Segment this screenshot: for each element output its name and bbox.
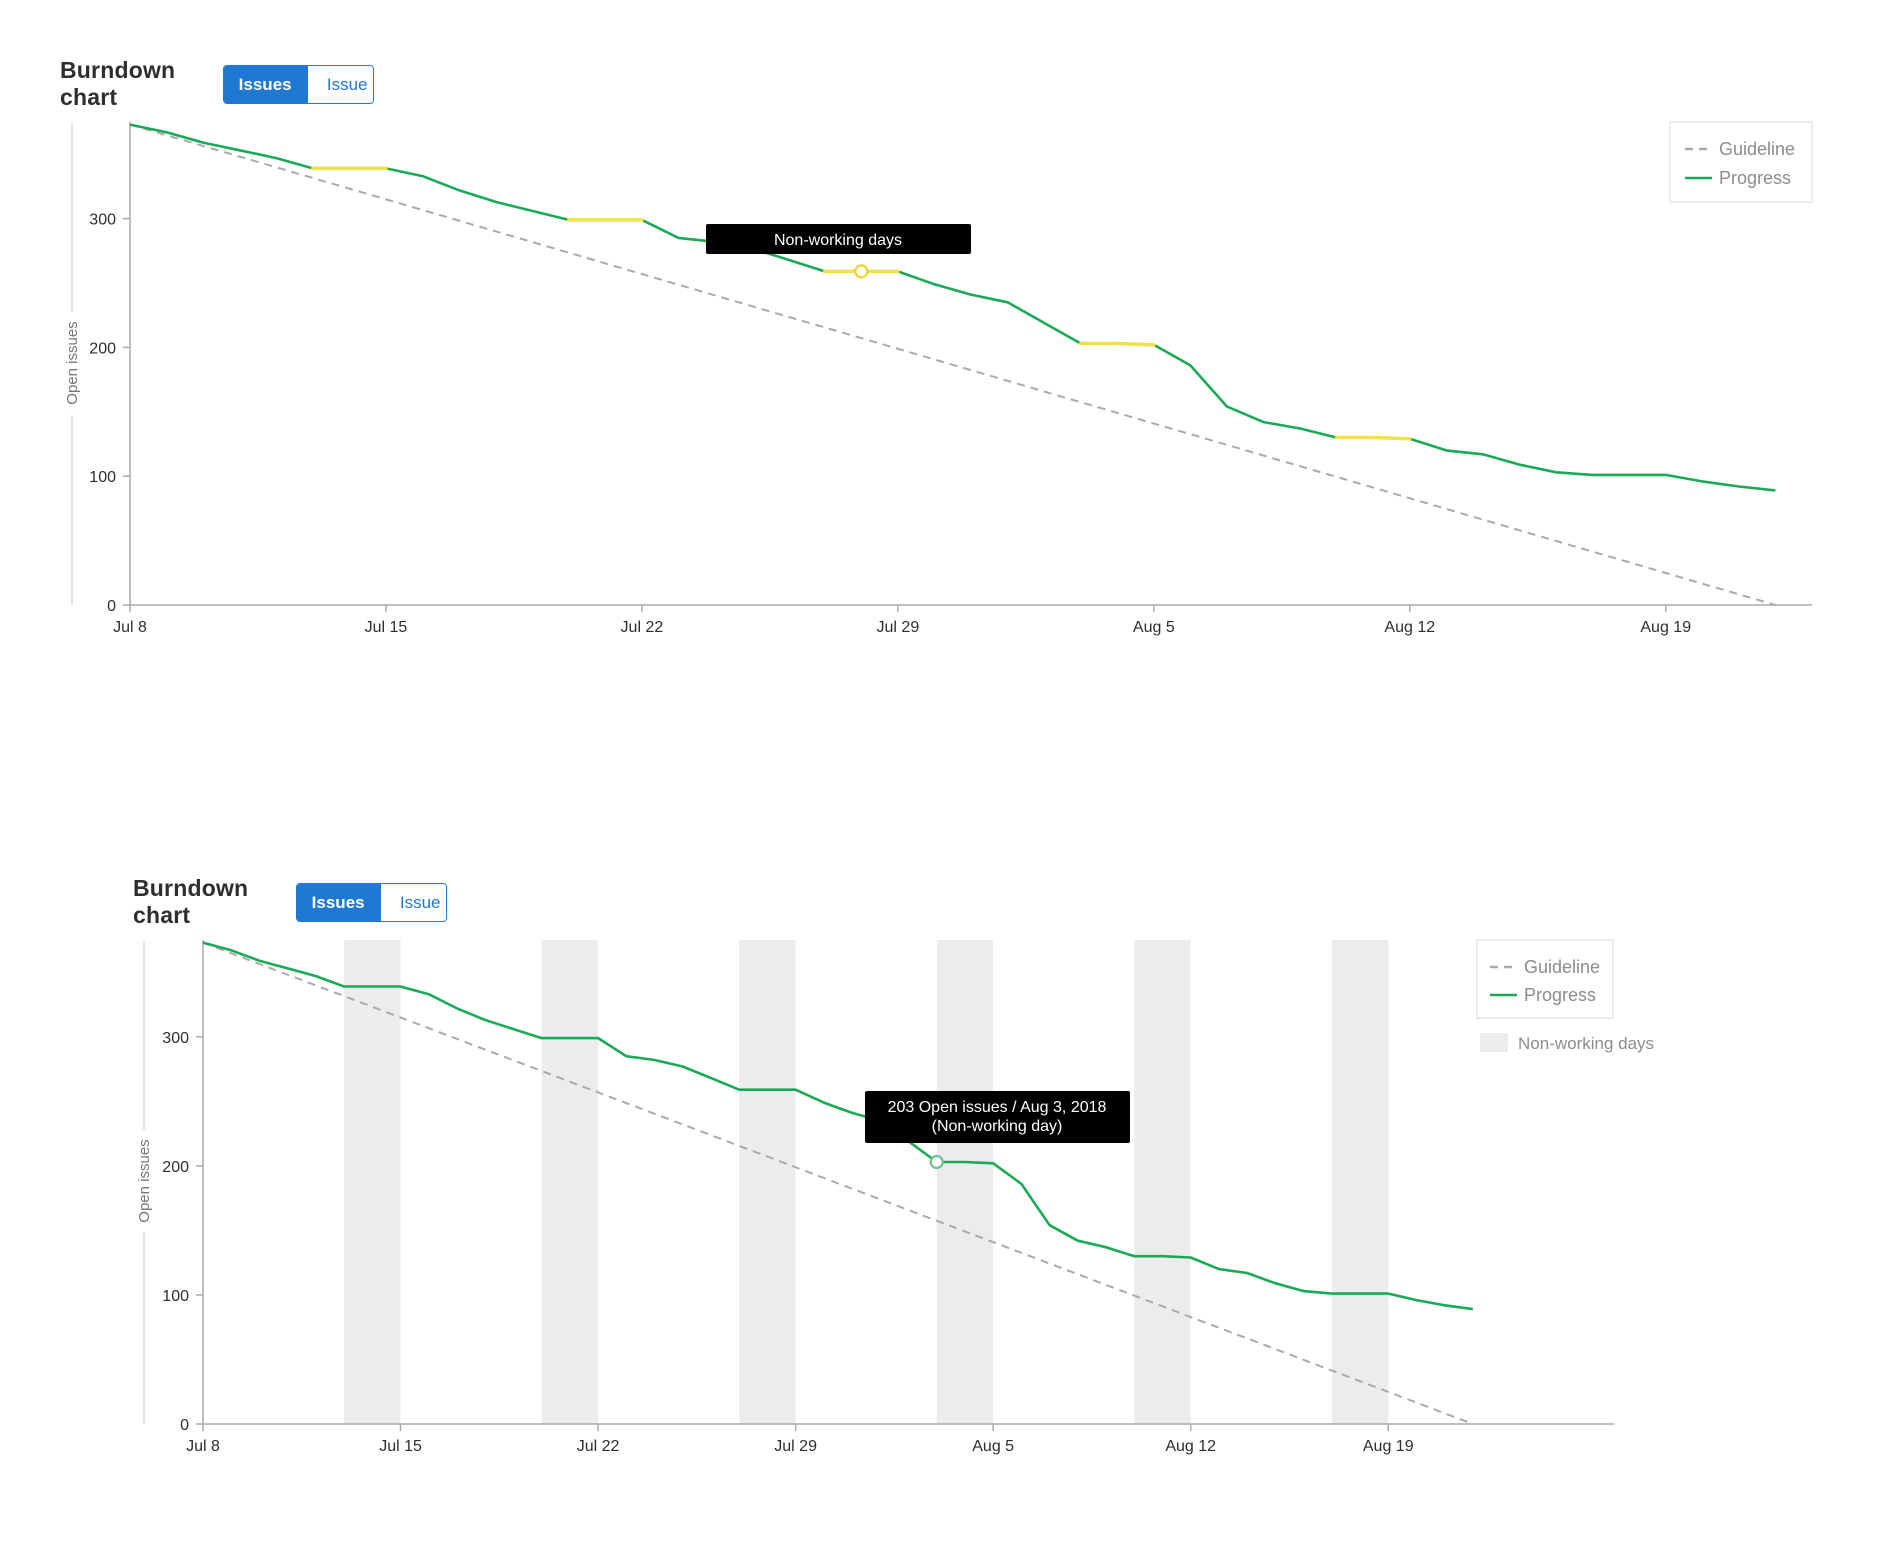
non-working-segment <box>1371 435 1412 441</box>
tooltip: 203 Open issues / Aug 3, 2018 (Non-worki… <box>865 1091 1130 1143</box>
legend: Guideline Progress <box>1669 121 1813 203</box>
x-tick-label: Aug 12 <box>1384 619 1435 636</box>
panel-header-2: Burndown chart Issues Issue weight <box>133 875 448 929</box>
x-tick-label: Jul 22 <box>621 619 664 636</box>
x-tick-label: Jul 22 <box>577 1438 620 1455</box>
issue-weight-toggle-button[interactable]: Issue weight <box>379 883 447 921</box>
progress-line <box>202 941 1474 1311</box>
x-tick-label: Jul 29 <box>877 619 920 636</box>
legend-guideline-label: Guideline <box>1719 139 1795 159</box>
non-working-segment <box>1115 341 1156 347</box>
guideline-line <box>202 941 1474 1425</box>
metric-toggle: Issues Issue weight <box>222 64 375 104</box>
x-tick-label: Jul 15 <box>379 1438 422 1455</box>
y-tick-label: 100 <box>162 1288 189 1305</box>
y-axis-ticks: 0 100 200 300 <box>89 212 130 615</box>
y-tick-label: 300 <box>162 1030 189 1047</box>
legend-progress-label: Progress <box>1719 168 1791 188</box>
chart-title: Burndown chart <box>60 57 176 110</box>
y-tick-label: 0 <box>180 1417 189 1434</box>
hover-layer <box>929 1154 944 1170</box>
legend-non-working-swatch <box>1480 1033 1508 1052</box>
non-working-band <box>1134 940 1191 1424</box>
hover-point <box>854 264 869 279</box>
series-layer <box>129 123 1776 606</box>
panel-header-1: Burndown chart Issues Issue weight <box>60 57 375 111</box>
x-axis-ticks: Jul 8 Jul 15 Jul 22 Jul 29 Aug 5 Aug 12 Aug 19 <box>113 605 1691 636</box>
tooltip-box <box>865 1091 1130 1143</box>
x-tick-label: Jul 15 <box>365 619 408 636</box>
legend-progress-label: Progress <box>1524 985 1596 1005</box>
non-working-band <box>739 940 796 1424</box>
x-tick-label: Aug 5 <box>1133 619 1175 636</box>
tooltip-line-1: 203 Open issues / Aug 3, 2018 <box>888 1099 1107 1116</box>
chart-title: Burndown chart <box>133 875 249 928</box>
x-tick-label: Jul 8 <box>186 1438 220 1455</box>
legend: Guideline Progress Non-working days <box>1476 939 1654 1053</box>
hover-layer <box>854 264 869 279</box>
tooltip-text: Non-working days <box>774 232 902 249</box>
non-working-band <box>344 940 401 1424</box>
x-tick-label: Aug 19 <box>1640 619 1691 636</box>
x-tick-label: Jul 29 <box>774 1438 817 1455</box>
issue-weight-toggle-button[interactable]: Issue weight <box>306 65 374 103</box>
progress-line <box>129 123 1776 492</box>
non-working-band <box>1331 940 1389 1424</box>
non-working-bands <box>344 940 1389 1424</box>
metric-toggle: Issues Issue weight <box>295 882 448 922</box>
tooltip-box <box>706 224 971 254</box>
hover-point <box>929 1154 944 1170</box>
y-tick-label: 100 <box>89 469 116 486</box>
guideline-line <box>129 123 1776 606</box>
issues-toggle-button[interactable]: Issues <box>296 883 380 921</box>
legend-guideline-label: Guideline <box>1524 957 1600 977</box>
x-tick-label: Jul 8 <box>113 619 147 636</box>
y-tick-label: 0 <box>107 598 116 615</box>
non-working-band <box>541 940 599 1424</box>
non-working-band <box>936 940 994 1424</box>
x-tick-label: Aug 5 <box>972 1438 1014 1455</box>
y-tick-label: 300 <box>89 212 116 229</box>
series-layer <box>202 941 1474 1425</box>
legend-box <box>1476 939 1614 1019</box>
tooltip-line-2: (Non-working day) <box>932 1118 1063 1135</box>
tooltip: Non-working days <box>706 224 971 254</box>
y-tick-label: 200 <box>89 340 116 357</box>
y-tick-label: 200 <box>162 1159 189 1176</box>
legend-box <box>1669 121 1813 203</box>
issues-toggle-button[interactable]: Issues <box>223 65 307 103</box>
x-tick-label: Aug 19 <box>1363 1438 1414 1455</box>
legend-non-working-label: Non-working days <box>1518 1034 1654 1053</box>
x-tick-label: Aug 12 <box>1165 1438 1216 1455</box>
burndown-chart-1: Open issues 0 100 200 300 Jul 8 Jul 15 Jul 22… <box>64 121 1813 636</box>
y-axis-title: Open issues <box>64 321 81 404</box>
y-axis-ticks: 0 100 200 300 <box>162 1030 203 1434</box>
y-axis-title: Open issues <box>136 1139 153 1222</box>
x-axis-ticks: Jul 8 Jul 15 Jul 22 Jul 29 Aug 5 Aug 12 Aug 19 <box>186 1424 1414 1455</box>
